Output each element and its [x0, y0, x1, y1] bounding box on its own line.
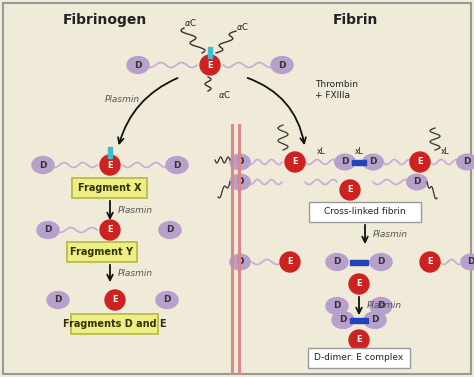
- Bar: [208, 46, 212, 58]
- Bar: [352, 159, 366, 164]
- Ellipse shape: [230, 174, 250, 190]
- Text: D: D: [39, 161, 47, 170]
- Ellipse shape: [159, 222, 181, 238]
- Ellipse shape: [407, 174, 427, 190]
- Text: Plasmin: Plasmin: [118, 206, 153, 215]
- Ellipse shape: [166, 156, 188, 173]
- Ellipse shape: [457, 154, 474, 170]
- Text: xL: xL: [317, 147, 325, 156]
- Circle shape: [105, 290, 125, 310]
- Text: D: D: [413, 178, 421, 187]
- Circle shape: [349, 274, 369, 294]
- Text: Fibrinogen: Fibrinogen: [63, 13, 147, 27]
- Text: D: D: [54, 296, 62, 305]
- Text: D: D: [236, 158, 244, 167]
- Bar: [350, 317, 368, 322]
- Text: E: E: [107, 161, 113, 170]
- Text: D: D: [467, 257, 474, 267]
- Text: E: E: [112, 296, 118, 305]
- Circle shape: [285, 152, 305, 172]
- Ellipse shape: [230, 154, 250, 170]
- Text: E: E: [417, 158, 423, 167]
- Text: D: D: [333, 302, 341, 311]
- Text: D: D: [371, 316, 379, 325]
- Text: Fragment X: Fragment X: [78, 183, 142, 193]
- Text: Fragments D and E: Fragments D and E: [63, 319, 167, 329]
- Ellipse shape: [335, 154, 355, 170]
- FancyBboxPatch shape: [72, 314, 158, 334]
- Bar: [108, 147, 112, 158]
- Text: $\alpha$C: $\alpha$C: [236, 20, 248, 32]
- Text: E: E: [347, 185, 353, 195]
- Text: E: E: [427, 257, 433, 267]
- Text: xL: xL: [355, 147, 364, 156]
- Ellipse shape: [363, 154, 383, 170]
- Ellipse shape: [332, 311, 354, 328]
- FancyBboxPatch shape: [308, 348, 410, 368]
- Ellipse shape: [370, 254, 392, 270]
- Text: E: E: [287, 257, 293, 267]
- Text: Plasmin: Plasmin: [118, 269, 153, 278]
- Ellipse shape: [461, 254, 474, 270]
- Text: Thrombin
+ FXIIIa: Thrombin + FXIIIa: [315, 80, 358, 100]
- FancyBboxPatch shape: [309, 202, 421, 222]
- Text: D: D: [369, 158, 377, 167]
- Bar: [350, 259, 368, 265]
- Ellipse shape: [370, 297, 392, 314]
- Text: D: D: [339, 316, 347, 325]
- Text: Plasmin: Plasmin: [367, 302, 402, 311]
- FancyBboxPatch shape: [73, 178, 147, 198]
- FancyBboxPatch shape: [67, 242, 137, 262]
- Text: E: E: [356, 336, 362, 345]
- Text: Fibrin: Fibrin: [332, 13, 378, 27]
- Text: Plasmin: Plasmin: [373, 230, 408, 239]
- Ellipse shape: [326, 254, 348, 270]
- Ellipse shape: [326, 297, 348, 314]
- Text: D-dimer: E complex: D-dimer: E complex: [314, 354, 404, 363]
- Text: D: D: [278, 60, 286, 69]
- Circle shape: [340, 180, 360, 200]
- Ellipse shape: [364, 311, 386, 328]
- Text: D: D: [236, 178, 244, 187]
- Ellipse shape: [127, 57, 149, 74]
- Ellipse shape: [32, 156, 54, 173]
- Circle shape: [100, 220, 120, 240]
- Circle shape: [100, 155, 120, 175]
- Circle shape: [280, 252, 300, 272]
- Text: E: E: [207, 60, 213, 69]
- Text: E: E: [356, 279, 362, 288]
- Text: xL: xL: [441, 147, 449, 156]
- Circle shape: [410, 152, 430, 172]
- Text: $\alpha$C: $\alpha$C: [218, 89, 231, 100]
- Text: D: D: [163, 296, 171, 305]
- Text: D: D: [341, 158, 349, 167]
- Text: Plasmin: Plasmin: [104, 95, 139, 104]
- Ellipse shape: [37, 222, 59, 238]
- Text: D: D: [236, 257, 244, 267]
- Text: Cross-linked fibrin: Cross-linked fibrin: [324, 207, 406, 216]
- Text: Fragment Y: Fragment Y: [71, 247, 134, 257]
- Text: D: D: [377, 257, 385, 267]
- Circle shape: [420, 252, 440, 272]
- Text: D: D: [173, 161, 181, 170]
- Text: D: D: [377, 302, 385, 311]
- Text: D: D: [44, 225, 52, 234]
- Text: E: E: [292, 158, 298, 167]
- Circle shape: [200, 55, 220, 75]
- Ellipse shape: [230, 254, 250, 270]
- Text: D: D: [166, 225, 174, 234]
- Ellipse shape: [156, 291, 178, 308]
- Text: D: D: [463, 158, 471, 167]
- Text: D: D: [333, 257, 341, 267]
- Circle shape: [349, 330, 369, 350]
- Text: E: E: [107, 225, 113, 234]
- Text: $\alpha$C: $\alpha$C: [183, 17, 197, 29]
- Ellipse shape: [47, 291, 69, 308]
- Text: D: D: [134, 60, 142, 69]
- Ellipse shape: [271, 57, 293, 74]
